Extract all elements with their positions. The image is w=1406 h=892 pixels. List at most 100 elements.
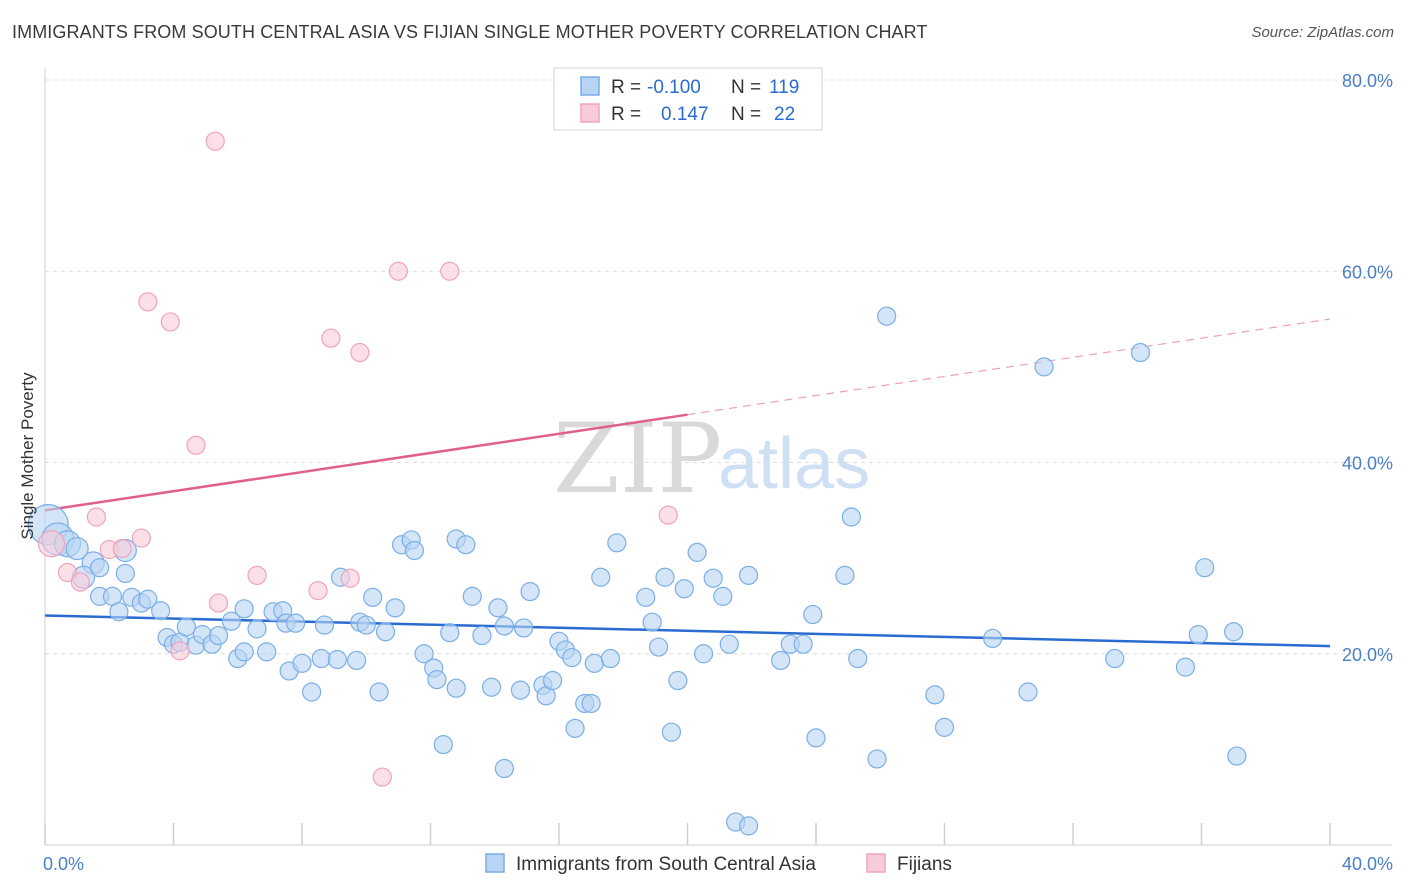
point-south-central-asia	[90, 558, 110, 578]
point-fijians	[440, 261, 460, 281]
point-south-central-asia	[607, 533, 627, 553]
point-fijians	[186, 435, 206, 455]
grid-lines	[45, 79, 1392, 655]
point-south-central-asia	[427, 669, 447, 690]
point-south-central-asia	[440, 623, 460, 643]
point-south-central-asia	[674, 579, 694, 599]
series-legend-label-pink: Fijians	[897, 854, 952, 875]
point-south-central-asia	[302, 682, 322, 702]
point-fijians	[160, 312, 180, 332]
point-south-central-asia	[719, 634, 739, 654]
point-south-central-asia	[257, 642, 277, 662]
legend-r-label-1: R =	[611, 77, 641, 98]
legend-n-label-1: N =	[731, 77, 761, 98]
point-south-central-asia	[983, 628, 1003, 649]
correlation-legend: R = -0.100 N = 119 R = 0.147 N = 22	[553, 67, 823, 131]
point-south-central-asia	[462, 586, 482, 606]
legend-n-label-2: N =	[731, 104, 761, 125]
legend-swatch-pink	[580, 103, 600, 123]
point-south-central-asia	[806, 728, 826, 748]
point-south-central-asia	[385, 598, 405, 618]
point-south-central-asia	[803, 604, 823, 625]
axes	[44, 68, 1392, 846]
point-south-central-asia	[292, 653, 312, 673]
point-fijians	[340, 568, 360, 588]
point-south-central-asia	[703, 568, 723, 588]
point-south-central-asia	[510, 680, 531, 700]
point-south-central-asia	[285, 613, 306, 633]
point-south-central-asia	[562, 647, 582, 668]
point-south-central-asia	[234, 642, 254, 662]
scatter-points	[27, 131, 1247, 836]
point-south-central-asia	[115, 563, 135, 584]
legend-swatch-blue	[580, 76, 600, 96]
point-south-central-asia	[713, 586, 733, 606]
point-fijians	[138, 292, 158, 312]
point-south-central-asia	[738, 816, 759, 836]
point-south-central-asia	[456, 535, 476, 555]
legend-r-label-2: R =	[611, 104, 641, 125]
point-south-central-asia	[1175, 657, 1196, 677]
point-south-central-asia	[1195, 558, 1215, 578]
point-south-central-asia	[375, 622, 396, 642]
x-tick-label: 0.0%	[43, 854, 84, 874]
point-fijians	[372, 767, 392, 787]
point-south-central-asia	[369, 682, 389, 702]
point-south-central-asia	[1034, 357, 1054, 377]
y-tick-label: 60.0%	[1342, 262, 1393, 282]
trend-line-fijians	[44, 413, 688, 512]
point-south-central-asia	[1105, 648, 1125, 669]
series-legend: Immigrants from South Central Asia Fijia…	[485, 853, 952, 875]
trend-line-fijians-extension	[687, 318, 1331, 416]
point-fijians	[112, 538, 132, 559]
y-tick-label: 20.0%	[1342, 645, 1393, 665]
point-fijians	[247, 565, 267, 585]
point-south-central-asia	[600, 648, 621, 669]
point-south-central-asia	[234, 599, 254, 619]
y-axis-label: Single Mother Poverty	[18, 372, 37, 540]
point-south-central-asia	[356, 615, 376, 635]
point-south-central-asia	[581, 693, 601, 714]
point-south-central-asia	[472, 625, 492, 646]
x-tick-label: 40.0%	[1342, 854, 1393, 874]
point-south-central-asia	[1188, 625, 1208, 645]
chart-title: IMMIGRANTS FROM SOUTH CENTRAL ASIA VS FI…	[12, 22, 928, 42]
point-south-central-asia	[514, 618, 534, 638]
y-tick-label: 40.0%	[1342, 454, 1393, 474]
series-legend-swatch-blue	[485, 853, 505, 873]
point-fijians	[658, 505, 678, 525]
point-south-central-asia	[841, 507, 861, 527]
series-legend-swatch-pink	[866, 853, 886, 873]
point-south-central-asia	[693, 644, 714, 664]
point-south-central-asia	[109, 602, 129, 622]
legend-r-value-2: 0.147	[661, 104, 709, 125]
point-south-central-asia	[636, 587, 656, 607]
y-tick-label: 80.0%	[1342, 71, 1393, 91]
point-south-central-asia	[520, 581, 540, 602]
point-south-central-asia	[793, 634, 813, 654]
point-fijians	[208, 593, 229, 613]
y-tick-labels: 20.0% 40.0% 60.0% 80.0%	[1342, 71, 1393, 665]
point-fijians	[350, 342, 370, 363]
point-south-central-asia	[65, 536, 89, 561]
point-south-central-asia	[835, 565, 855, 585]
point-fijians	[37, 530, 66, 558]
point-south-central-asia	[925, 685, 945, 705]
series-legend-label-blue: Immigrants from South Central Asia	[516, 854, 816, 875]
point-south-central-asia	[151, 601, 171, 621]
point-south-central-asia	[488, 598, 508, 618]
point-south-central-asia	[771, 650, 791, 671]
point-fijians	[170, 641, 190, 661]
legend-n-value-2: 22	[774, 104, 795, 125]
point-fijians	[86, 507, 107, 527]
point-south-central-asia	[687, 542, 707, 562]
point-south-central-asia	[738, 565, 759, 585]
point-fijians	[70, 572, 90, 592]
point-south-central-asia	[433, 734, 453, 755]
point-fijians	[131, 528, 151, 548]
point-south-central-asia	[877, 306, 897, 326]
point-south-central-asia	[347, 650, 367, 671]
x-tick-labels: 0.0% 40.0%	[43, 854, 1393, 874]
point-south-central-asia	[247, 619, 267, 639]
